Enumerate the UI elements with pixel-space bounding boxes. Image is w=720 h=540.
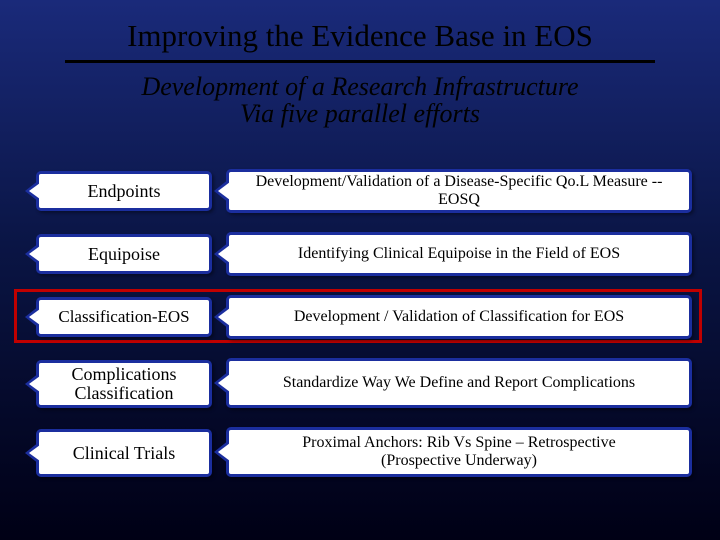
row-clinical-trials: Clinical Trials Proximal Anchors: Rib Vs… — [0, 423, 720, 481]
slide-title: Improving the Evidence Base in EOS — [65, 18, 655, 63]
row-equipoise: Equipoise Identifying Clinical Equipoise… — [0, 228, 720, 280]
left-box: Endpoints — [36, 171, 212, 211]
left-box: Clinical Trials — [36, 429, 212, 477]
right-text: Standardize Way We Define and Report Com… — [273, 374, 645, 392]
right-text: Development/Validation of a Disease-Spec… — [229, 173, 689, 210]
left-box: Classification-EOS — [36, 297, 212, 337]
subtitle-line-1: Development of a Research Infrastructure — [141, 72, 578, 101]
row-complications: Complications Classification Standardize… — [0, 354, 720, 412]
right-line-2: (Prospective Underway) — [381, 452, 537, 469]
row-endpoints: Endpoints Development/Validation of a Di… — [0, 165, 720, 217]
right-box: Development / Validation of Classificati… — [226, 295, 692, 339]
right-text: Proximal Anchors: Rib Vs Spine – Retrosp… — [292, 434, 625, 471]
right-text: Identifying Clinical Equipoise in the Fi… — [288, 245, 630, 263]
left-label: Clinical Trials — [67, 444, 182, 463]
right-box: Identifying Clinical Equipoise in the Fi… — [226, 232, 692, 276]
right-box: Proximal Anchors: Rib Vs Spine – Retrosp… — [226, 427, 692, 477]
left-box: Complications Classification — [36, 360, 212, 408]
rows-container: Endpoints Development/Validation of a Di… — [0, 165, 720, 492]
subtitle-line-2: Via five parallel efforts — [240, 99, 480, 128]
row-classification: Classification-EOS Development / Validat… — [0, 291, 720, 343]
slide: Improving the Evidence Base in EOS Devel… — [0, 0, 720, 540]
right-box: Standardize Way We Define and Report Com… — [226, 358, 692, 408]
slide-subtitle: Development of a Research Infrastructure… — [0, 73, 720, 128]
right-box: Development/Validation of a Disease-Spec… — [226, 169, 692, 213]
left-label: Classification-EOS — [52, 308, 195, 326]
left-box: Equipoise — [36, 234, 212, 274]
left-label: Equipoise — [82, 245, 166, 264]
right-line-1: Proximal Anchors: Rib Vs Spine – Retrosp… — [302, 434, 615, 451]
left-label: Endpoints — [81, 182, 166, 201]
right-text: Development / Validation of Classificati… — [284, 308, 634, 326]
left-label: Complications Classification — [39, 365, 209, 403]
